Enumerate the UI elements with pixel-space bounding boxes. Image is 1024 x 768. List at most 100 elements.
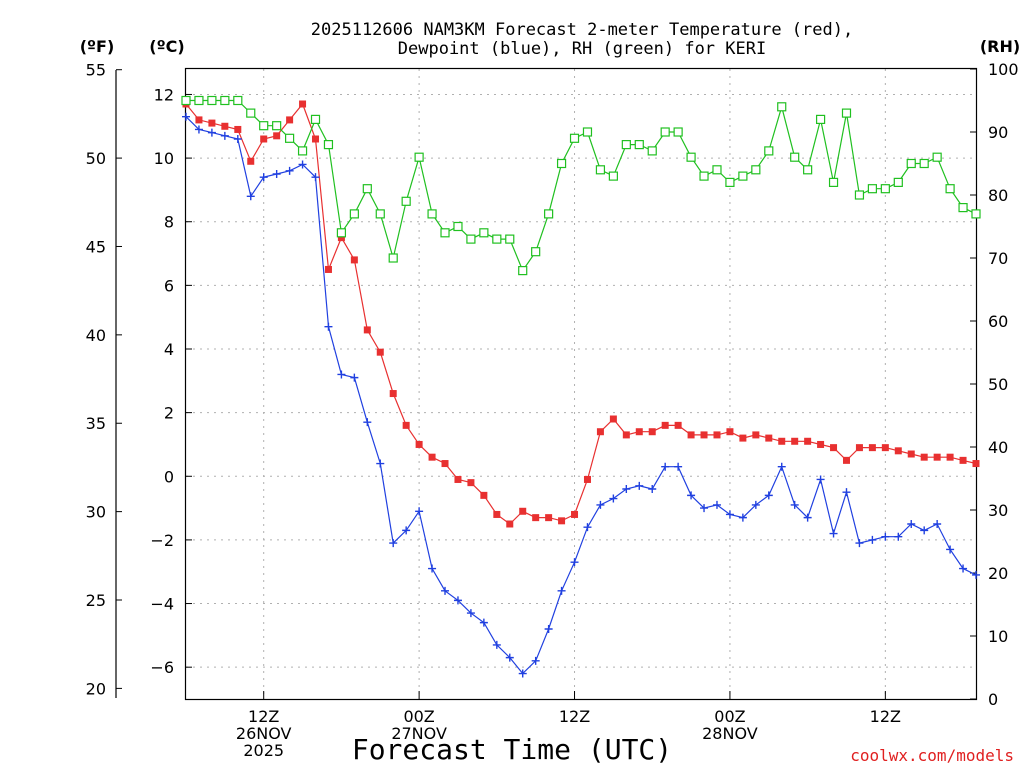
dewpoint-point [842,488,851,497]
dewpoint-point [881,532,890,541]
dewpoint-point [194,125,203,134]
celsius-axis-unit: (ºC) [149,37,184,56]
dewpoint-point [259,173,268,182]
rh-point [971,209,981,219]
rh-point [712,165,722,175]
dewpoint-point [246,192,255,201]
rh-point [621,140,631,150]
rh-point [569,133,580,143]
rh-point [233,95,243,106]
dewpoint-point [635,481,644,490]
rh-point [220,95,230,106]
rh-point [323,140,334,150]
temperature-point [817,440,825,448]
rh-point [647,146,657,156]
temperature-point [428,453,436,461]
rh-point [919,158,929,169]
series-temperature [182,100,980,528]
dewpoint-point [428,564,437,573]
rh-point [582,127,593,137]
rh-point [181,95,191,106]
temperature-point [441,460,449,468]
dewpoint-point [544,625,553,633]
temperature-point [635,428,643,436]
rh-ticks: 0 10 20 30 40 50 60 70 80 90 100 [970,60,1019,709]
dewpoint-point [453,596,462,605]
temperature-point [726,428,734,436]
dewpoint-point [583,523,592,532]
dewpoint-line [185,116,977,675]
rh-point [285,133,295,143]
dewpoint-point [479,618,488,627]
temperature-point [273,132,281,140]
temperature-point [545,514,553,522]
dewpoint-point [777,462,786,471]
fahrenheit-tick-label: 35 [86,414,106,433]
dewpoint-point [389,539,398,548]
dewpoint-point [505,653,514,662]
rh-point [440,228,450,238]
dewpoint-point [751,500,760,509]
celsius-tick-label: 0 [164,467,174,486]
dewpoint-point [648,485,657,493]
credit-text: coolwx.com/models [850,746,1014,765]
plot-frame [184,67,978,701]
rh-point [492,234,502,244]
rh-point [453,221,463,232]
dewpoint-point [350,373,359,382]
rh-point [531,247,541,257]
rh-point [388,253,398,263]
dewpoint-point [661,462,670,471]
fahrenheit-tick-label: 45 [86,237,106,256]
series-group [181,95,981,678]
dewpoint-point [311,173,320,182]
rh-point [466,234,476,244]
rh-point [194,95,204,106]
rh-point [259,121,269,131]
temperature-point [234,125,242,133]
rh-point [854,190,865,200]
rh-tick-label: 90 [988,123,1008,142]
dewpoint-point [674,462,683,471]
rh-tick-label: 40 [988,438,1008,457]
dewpoint-point [570,558,579,567]
temperature-point [609,415,617,423]
rh-point [634,140,644,150]
temperature-point [324,265,332,273]
temperature-point [804,437,812,445]
temperature-point [247,157,255,165]
fahrenheit-tick-label: 50 [86,149,106,168]
dewpoint-point [402,526,411,535]
temperature-point [376,348,384,356]
rh-point [764,146,774,156]
dewpoint-point [868,535,877,544]
time-tick-label: 26NOV [236,724,292,743]
rh-point [518,266,528,276]
dewpoint-point [182,112,190,121]
time-tick-label: 00Z [403,707,434,726]
temperature-point [946,453,954,461]
rh-point [958,203,968,213]
dewpoint-point [855,539,864,548]
temperature-point [791,437,799,445]
temperature-point [765,434,773,442]
time-tick-label: 12Z [248,707,279,726]
temperature-point [208,119,216,127]
temperature-point [337,234,345,242]
temperature-point [830,444,838,452]
celsius-tick-label: 4 [164,340,174,359]
rh-point [945,184,955,194]
dewpoint-point [298,160,307,169]
temperature-point [855,444,863,452]
dewpoint-point [959,564,968,573]
time-tick-label: 2025 [243,741,284,760]
dewpoint-point [816,475,825,484]
dewpoint-point [829,529,838,538]
gridlines [186,69,976,699]
temperature-point [480,491,488,499]
dewpoint-point [933,520,942,528]
celsius-tick-label: −2 [150,531,174,550]
temperature-point [350,256,358,264]
rh-tick-label: 100 [988,60,1019,79]
fahrenheit-tick-label: 55 [86,61,106,80]
